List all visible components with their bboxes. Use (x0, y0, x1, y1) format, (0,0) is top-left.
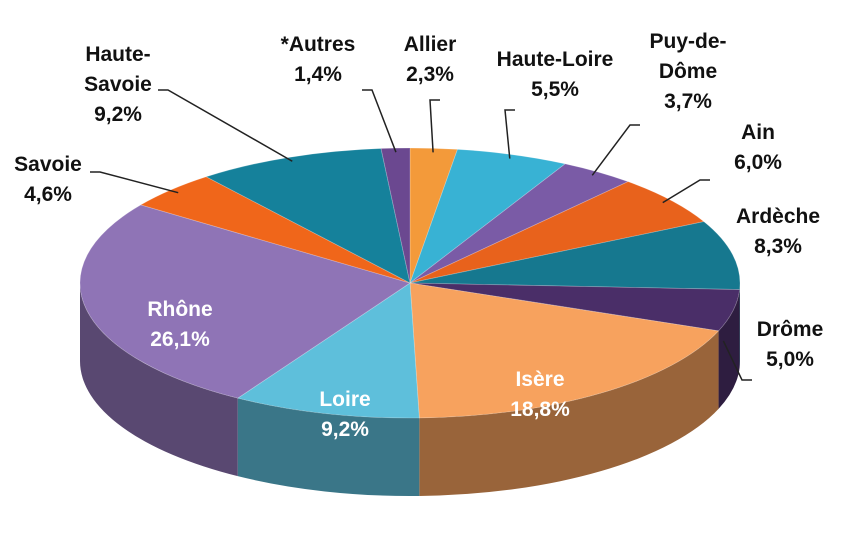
slice (409, 163, 630, 284)
label-value: 2,3% (406, 63, 454, 86)
leader-line (662, 179, 710, 204)
slice (79, 204, 411, 399)
slice-label: Haute-Loire 5,5% (480, 45, 630, 105)
label-value: 5,5% (531, 78, 579, 101)
slice (409, 147, 459, 284)
slice-label: Loire 9,2% (300, 385, 390, 445)
slice-label: *Autres 1,4% (258, 30, 378, 90)
label-value: 9,2% (94, 103, 142, 126)
leader-line (591, 124, 640, 176)
label-value: 26,1% (150, 328, 210, 351)
label-name: Rhône (147, 298, 213, 321)
leader-line (722, 340, 752, 381)
label-value: 6,0% (734, 151, 782, 174)
slice-label: Savoie 4,6% (3, 150, 93, 210)
label-value: 1,4% (294, 63, 342, 86)
leader-line (504, 109, 515, 159)
slice (236, 282, 420, 419)
label-name: Savoie (14, 153, 82, 176)
leader-line (429, 99, 440, 153)
label-name: Ardèche (735, 205, 821, 228)
label-value: 4,6% (24, 183, 72, 206)
label-name: Allier (403, 33, 457, 56)
slice-label: Drôme 5,0% (735, 315, 842, 375)
slice-side (237, 398, 420, 496)
slice-side (419, 330, 719, 496)
slice (380, 147, 411, 284)
label-name: Loire (319, 388, 371, 411)
label-name: Puy-de-Dôme (649, 30, 727, 83)
slice-label: Allier 2,3% (390, 30, 470, 90)
label-value: 3,7% (664, 90, 712, 113)
slice (409, 148, 567, 285)
label-value: 9,2% (321, 418, 369, 441)
label-value: 5,0% (766, 348, 814, 371)
slice (205, 148, 411, 284)
label-value: 8,3% (754, 235, 802, 258)
label-name: Isère (515, 368, 565, 391)
slice-label: Puy-de-Dôme 3,7% (643, 27, 733, 117)
label-name: Drôme (756, 318, 824, 341)
slice-label: Haute-Savoie 9,2% (73, 40, 163, 130)
label-name: Haute-Loire (496, 48, 614, 71)
slice-label: Ardèche 8,3% (723, 202, 833, 262)
slice-side (718, 289, 740, 409)
slice (139, 176, 411, 284)
leader-line (158, 89, 293, 162)
slice (409, 282, 741, 332)
leader-line (90, 171, 179, 194)
leader-line (362, 89, 397, 153)
label-name: *Autres (280, 33, 356, 56)
slice-label: Rhône 26,1% (125, 295, 235, 355)
slice (409, 181, 705, 284)
slice (409, 221, 741, 290)
label-name: Ain (741, 121, 775, 144)
slice (409, 282, 720, 419)
slice-label: Ain 6,0% (718, 118, 798, 178)
label-name: Haute-Savoie (84, 43, 152, 96)
slice-side (80, 283, 238, 477)
label-value: 18,8% (510, 398, 570, 421)
slice-label: Isère 18,8% (485, 365, 595, 425)
